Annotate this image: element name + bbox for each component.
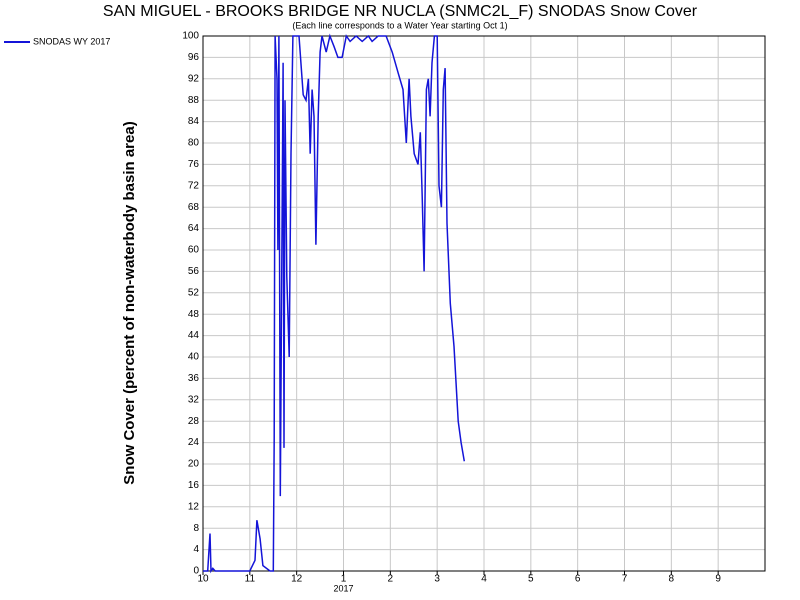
legend-label: SNODAS WY 2017 (33, 36, 110, 46)
y-tick-label: 52 (188, 287, 200, 298)
y-tick-label: 68 (188, 202, 200, 213)
y-tick-label: 12 (188, 501, 200, 512)
y-tick-label: 80 (188, 138, 200, 149)
y-tick-label: 36 (188, 373, 200, 384)
y-tick-label: 16 (188, 480, 200, 491)
y-tick-label: 72 (188, 180, 200, 191)
y-tick-label: 4 (193, 544, 199, 555)
plot-frame (202, 35, 766, 572)
y-tick-label: 44 (188, 330, 200, 341)
chart-title: SAN MIGUEL - BROOKS BRIDGE NR NUCLA (SNM… (103, 3, 698, 20)
y-tick-label: 100 (182, 31, 199, 42)
x-tick-label: 7 (622, 574, 628, 585)
x-tick-label: 11 (245, 574, 256, 585)
x-tick-label: 10 (197, 574, 209, 585)
x-tick-label: 12 (291, 574, 303, 585)
y-tick-label: 0 (193, 566, 199, 577)
x-tick-label: 5 (528, 574, 534, 585)
y-tick-label: 40 (188, 352, 200, 363)
y-tick-label: 64 (188, 223, 200, 234)
y-tick-label: 28 (188, 416, 200, 427)
x-tick-label: 8 (669, 574, 675, 585)
y-tick-label: 24 (188, 437, 200, 448)
y-tick-label: 32 (188, 394, 200, 405)
x-tick-label: 3 (434, 574, 440, 585)
y-tick-label: 84 (188, 116, 200, 127)
x-tick-label: 1 (341, 574, 347, 585)
y-tick-label: 8 (193, 523, 199, 534)
data-line (203, 33, 466, 574)
y-tick-label: 48 (188, 309, 200, 320)
y-tick-label: 60 (188, 245, 200, 256)
x-tick-label: 9 (715, 574, 721, 585)
y-tick-label: 96 (188, 52, 200, 63)
x-tick-label: 2 (388, 574, 394, 585)
y-tick-label: 76 (188, 159, 200, 170)
y-tick-label: 20 (188, 459, 200, 470)
y-tick-label: 88 (188, 95, 200, 106)
x-tick-label: 6 (575, 574, 581, 585)
year-label: 2017 (333, 583, 353, 593)
x-tick-label: 4 (481, 574, 487, 585)
y-tick-label: 92 (188, 73, 200, 84)
y-tick-label: 56 (188, 266, 200, 277)
y-axis-label: Snow Cover (percent of non-waterbody bas… (121, 121, 138, 484)
chart-subtitle: (Each line corresponds to a Water Year s… (292, 20, 507, 30)
